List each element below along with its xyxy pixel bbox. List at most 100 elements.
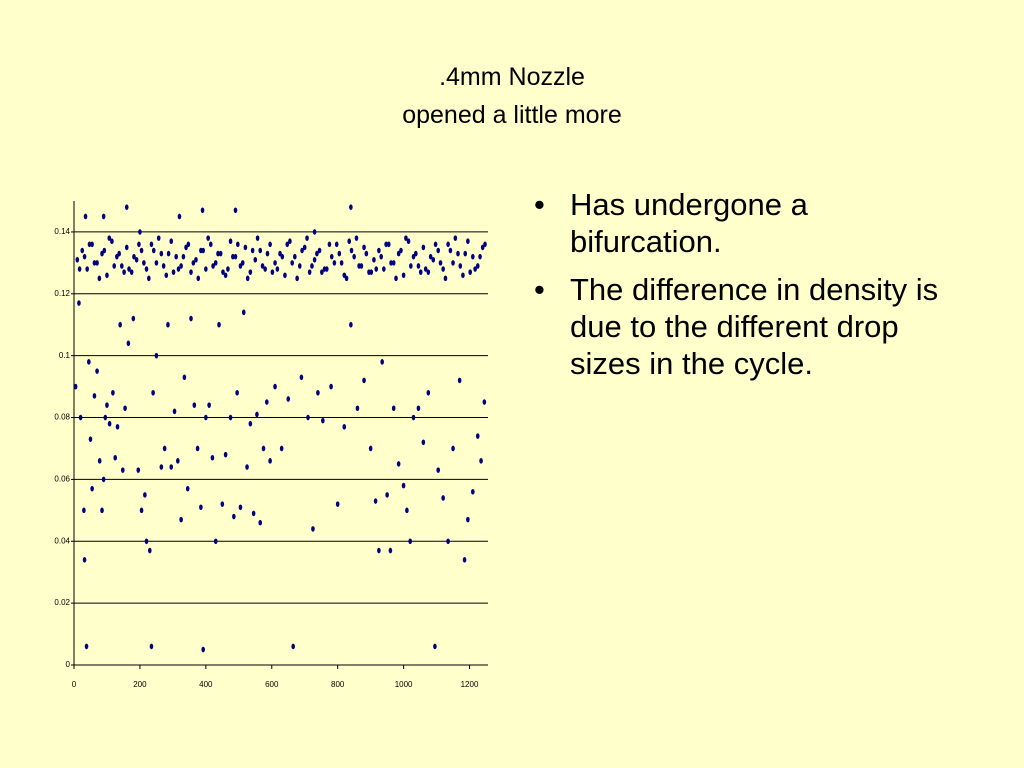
x-tick-label: 600 [265,680,279,689]
point [283,272,287,279]
point [136,467,141,473]
point [405,507,409,514]
point [311,526,315,532]
point [436,247,441,254]
point [248,269,253,275]
x-tick-label: 400 [199,680,213,689]
point [110,238,114,245]
point [139,507,144,514]
point [126,340,131,347]
point [478,253,482,260]
point [297,263,302,269]
point [394,275,398,282]
point [90,485,94,492]
point [151,389,155,396]
point [372,256,376,263]
point [416,263,421,269]
point [132,253,136,260]
point [171,269,176,275]
point [441,495,445,501]
point [285,241,290,248]
point [111,389,115,396]
point [95,368,99,374]
point [421,244,426,251]
point [213,260,218,266]
point [329,383,333,390]
point [373,498,378,504]
point [320,269,324,275]
point [201,646,206,653]
point [77,266,82,272]
point [211,263,215,269]
point [201,247,206,254]
point [302,244,307,251]
point [138,229,142,235]
point [359,263,364,269]
point [279,445,284,452]
point [471,253,475,260]
point [453,235,458,241]
point [95,260,99,266]
point [233,207,238,214]
point [245,275,250,282]
point [332,260,337,266]
point [113,454,117,461]
point [107,235,112,241]
point [192,402,197,408]
point [177,213,182,220]
point [107,420,112,427]
point [129,269,134,275]
point [377,247,381,254]
point [169,464,174,470]
point [228,414,233,421]
point [82,253,87,260]
point [411,414,416,421]
point [161,263,166,269]
point [118,321,122,328]
point [154,352,159,359]
point [408,538,412,545]
point [199,504,203,511]
point [396,461,401,467]
point [448,247,453,254]
point [207,402,211,408]
point [273,260,277,266]
point [97,458,102,464]
x-tick-label: 1200 [461,680,479,689]
point [82,557,87,563]
point [231,253,235,260]
x-tick-label: 1000 [395,680,413,689]
point [238,504,243,511]
y-tick-label: 0.12 [54,289,70,298]
point [317,247,322,254]
point [245,464,249,470]
point [441,266,445,272]
point [255,235,260,241]
point [451,260,455,266]
point [255,411,259,418]
y-tick-label: 0.02 [54,598,70,607]
point [391,405,396,412]
point [82,507,86,514]
point [181,253,186,260]
point [191,260,196,266]
point [131,315,136,322]
point [204,414,208,421]
point [446,241,450,248]
point [377,547,381,554]
point [475,433,480,439]
x-tick-label: 800 [331,680,345,689]
bullet-list: Has undergone a bifurcation. The differe… [530,186,960,393]
point [457,377,462,384]
point [105,402,109,408]
point [226,266,230,272]
point [468,269,472,275]
point [144,266,149,272]
point [149,241,154,248]
point [119,263,124,269]
point [466,238,470,245]
chart-subtitle: opened a little more [402,101,622,129]
point [325,266,329,272]
point [169,238,174,245]
